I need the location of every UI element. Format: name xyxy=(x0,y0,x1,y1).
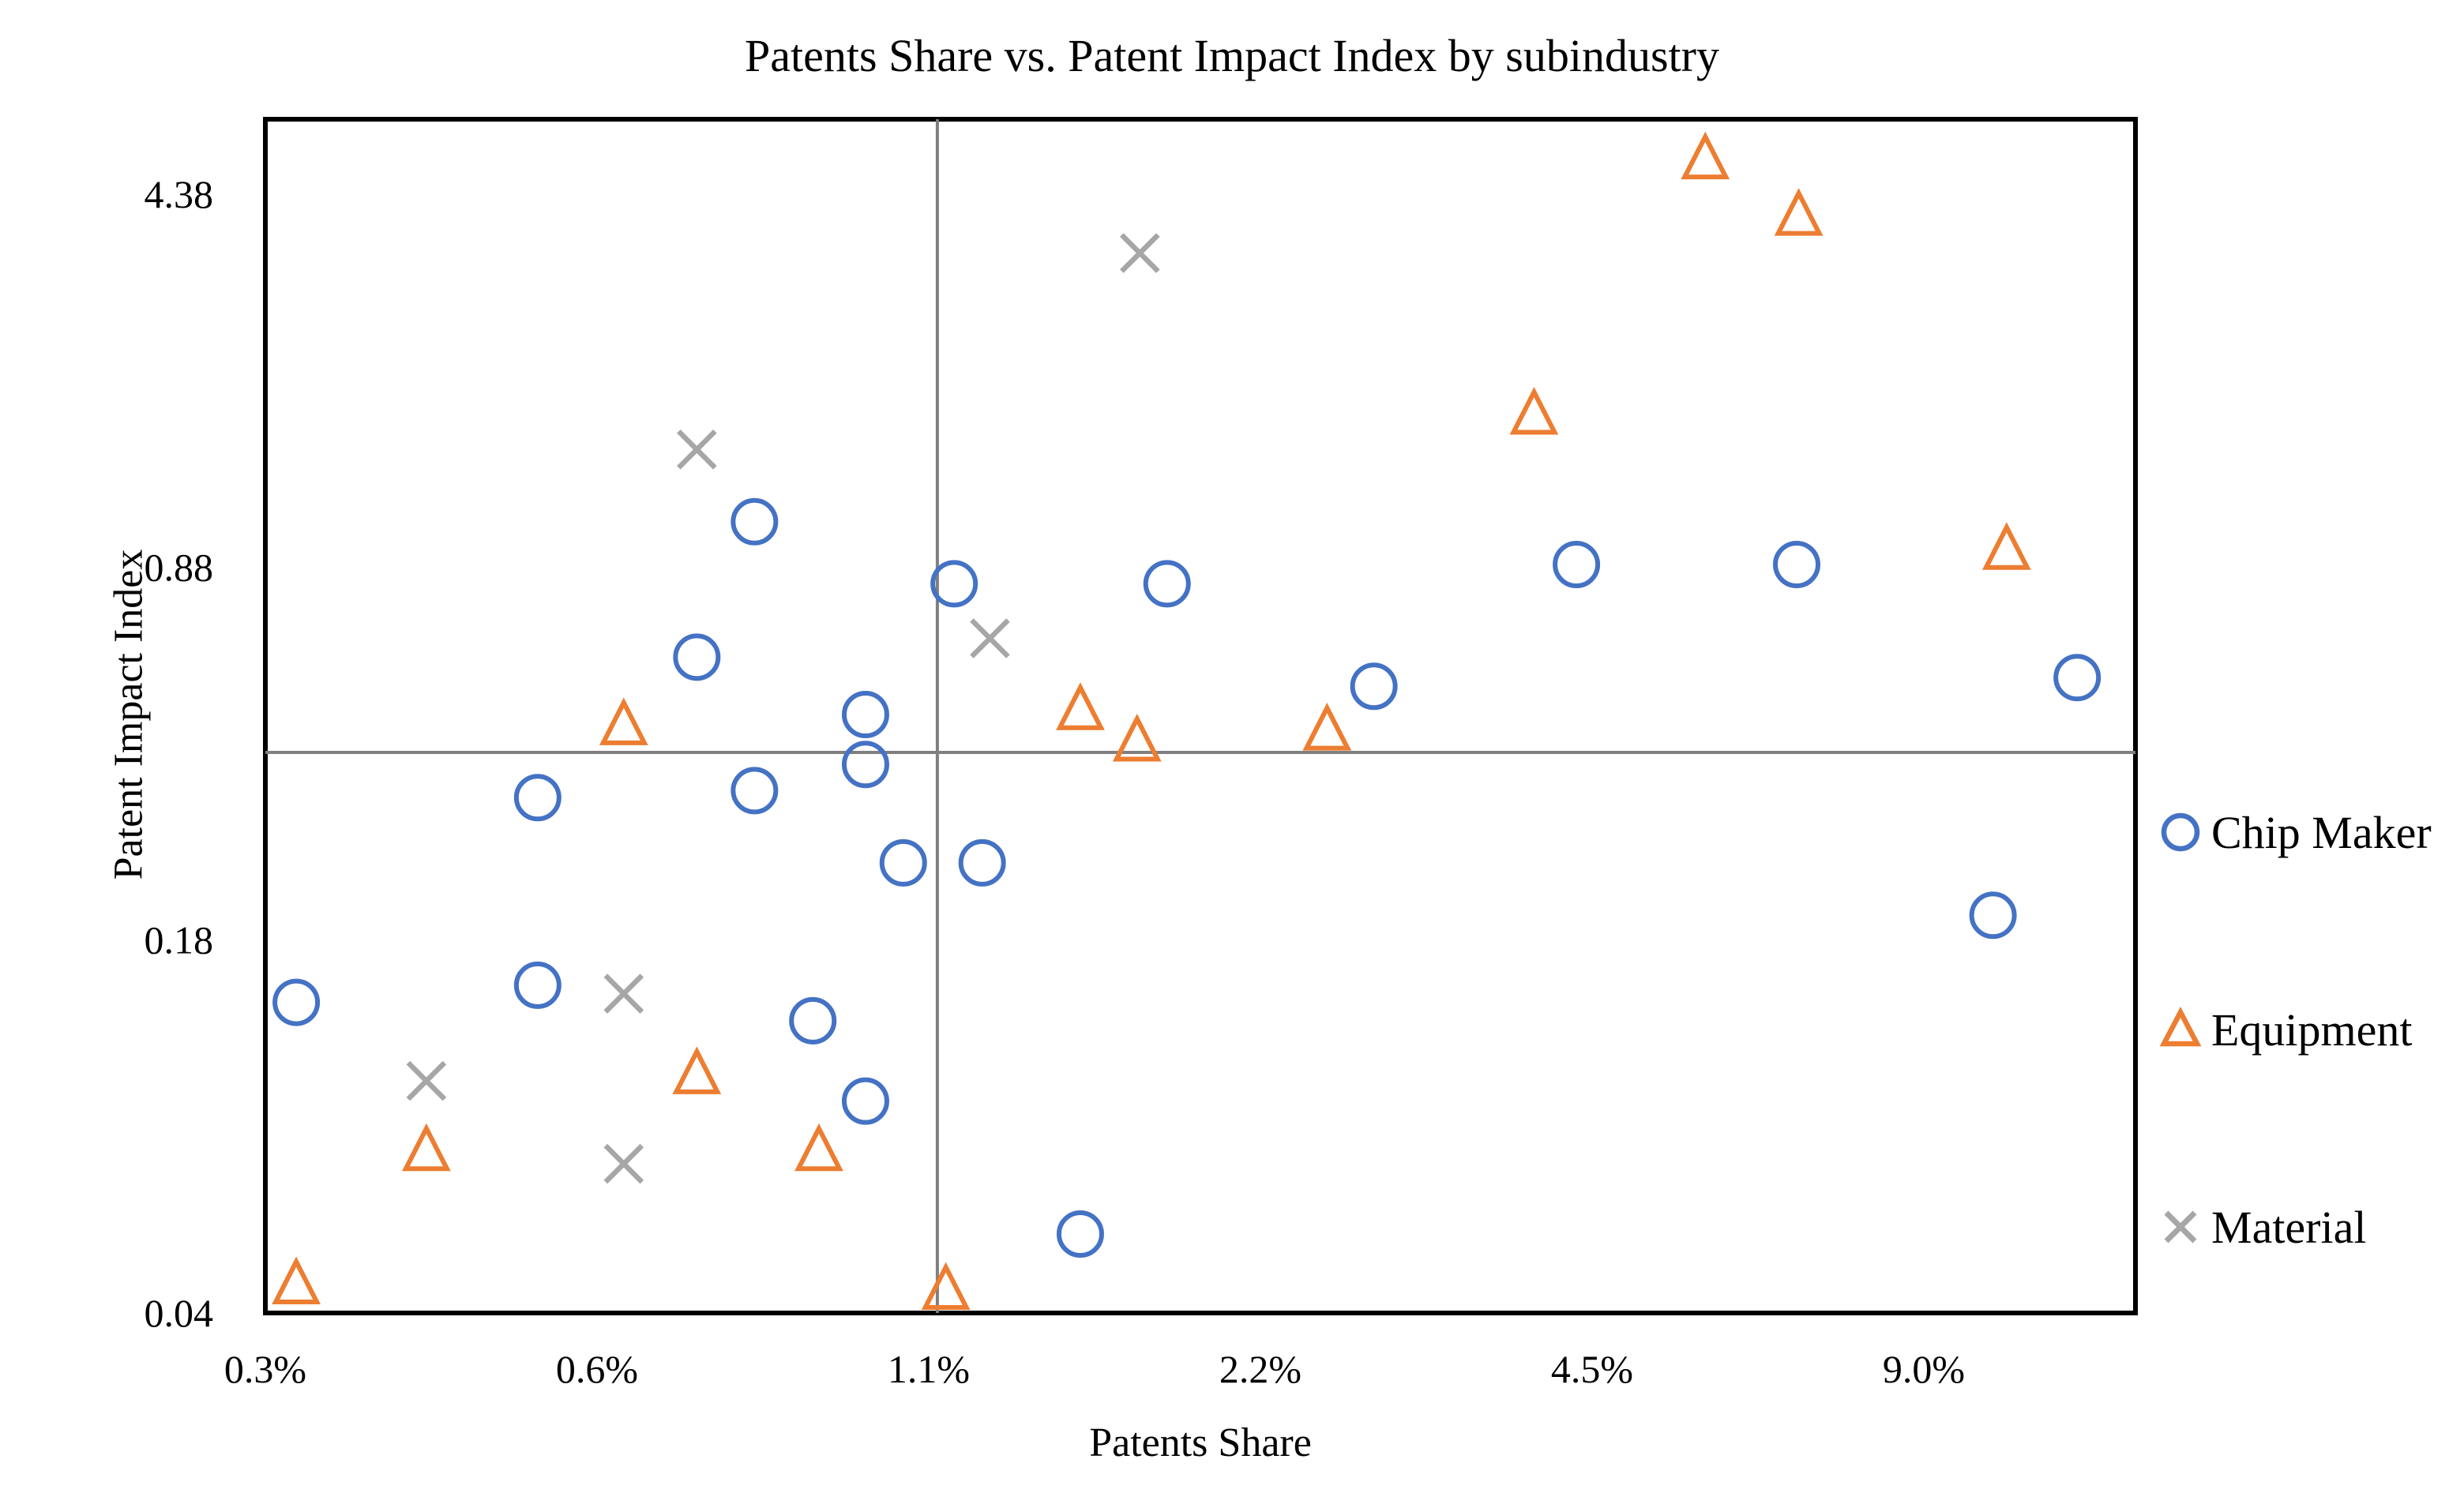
data-point-marker xyxy=(672,1046,722,1094)
legend-label: Equipment xyxy=(2211,1003,2413,1056)
x-tick-label: 4.5% xyxy=(1551,1347,1633,1391)
x-tick-label: 2.2% xyxy=(1219,1347,1301,1391)
data-point-marker xyxy=(731,767,779,815)
data-point-marker xyxy=(930,560,978,608)
data-point-marker xyxy=(1553,541,1601,589)
y-tick-label: 0.18 xyxy=(145,918,214,962)
series-material xyxy=(406,233,1160,1184)
data-point-marker xyxy=(1509,386,1559,435)
data-point-marker xyxy=(879,838,927,887)
data-point-marker xyxy=(406,1060,447,1101)
data-point-marker xyxy=(272,1256,321,1304)
legend: Chip Maker Equipment Material xyxy=(2154,804,2432,1396)
data-point-marker xyxy=(513,961,562,1009)
data-point-marker xyxy=(603,973,644,1014)
data-point-marker xyxy=(1120,233,1160,273)
y-tick-label: 0.88 xyxy=(145,545,214,589)
data-point-marker xyxy=(970,618,1010,658)
data-point-marker xyxy=(731,497,779,546)
data-point-marker xyxy=(1969,891,2017,940)
data-point-marker xyxy=(789,996,837,1045)
data-point-marker xyxy=(2053,654,2102,702)
data-point-marker xyxy=(2159,1007,2202,1047)
x-tick-label: 1.1% xyxy=(888,1347,970,1391)
data-point-marker xyxy=(841,1077,889,1125)
data-point-marker xyxy=(958,838,1006,887)
data-point-marker xyxy=(1112,713,1162,762)
data-point-marker xyxy=(599,697,648,745)
circle-marker-icon xyxy=(2161,812,2200,852)
data-point-marker xyxy=(841,741,889,789)
data-point-marker xyxy=(921,1262,971,1311)
data-point-marker xyxy=(1056,682,1105,730)
data-point-marker xyxy=(1773,541,1821,589)
triangle-marker-icon xyxy=(2159,1007,2202,1047)
plot-border xyxy=(263,117,2138,1315)
data-point-marker xyxy=(1681,131,1730,180)
data-point-marker xyxy=(794,1123,843,1172)
y-tick-label: 4.38 xyxy=(145,172,214,216)
series-chip-maker xyxy=(272,497,2102,1258)
data-point-marker xyxy=(1143,560,1191,608)
data-point-marker xyxy=(1056,1210,1104,1258)
chart-title: Patents Share vs. Patent Impact Index by… xyxy=(745,30,1719,81)
data-point-marker xyxy=(1302,703,1352,751)
legend-item-material: Material xyxy=(2154,1199,2432,1255)
data-point-marker xyxy=(841,691,889,739)
legend-label: Chip Maker xyxy=(2211,806,2432,858)
data-point-marker xyxy=(401,1123,451,1172)
data-point-marker xyxy=(1350,662,1398,711)
data-point-marker xyxy=(2161,812,2200,852)
legend-label: Material xyxy=(2211,1201,2367,1253)
data-point-marker xyxy=(2164,1210,2197,1244)
series-equipment xyxy=(272,131,2031,1311)
data-point-marker xyxy=(272,978,321,1026)
data-point-marker xyxy=(1981,522,2031,570)
y-tick-label: 0.04 xyxy=(145,1291,214,1335)
data-point-marker xyxy=(677,430,717,470)
legend-item-chip-maker: Chip Maker xyxy=(2154,804,2432,861)
x-tick-label: 9.0% xyxy=(1883,1347,1965,1391)
data-point-marker xyxy=(513,774,562,822)
x-tick-label: 0.6% xyxy=(556,1347,638,1391)
x-marker-icon xyxy=(2164,1210,2197,1244)
x-axis-title: Patents Share xyxy=(1089,1420,1312,1465)
data-point-marker xyxy=(673,633,721,681)
legend-item-equipment: Equipment xyxy=(2154,1001,2432,1058)
data-point-marker xyxy=(1774,188,1824,236)
x-tick-label: 0.3% xyxy=(224,1347,306,1391)
data-point-marker xyxy=(603,1143,644,1184)
